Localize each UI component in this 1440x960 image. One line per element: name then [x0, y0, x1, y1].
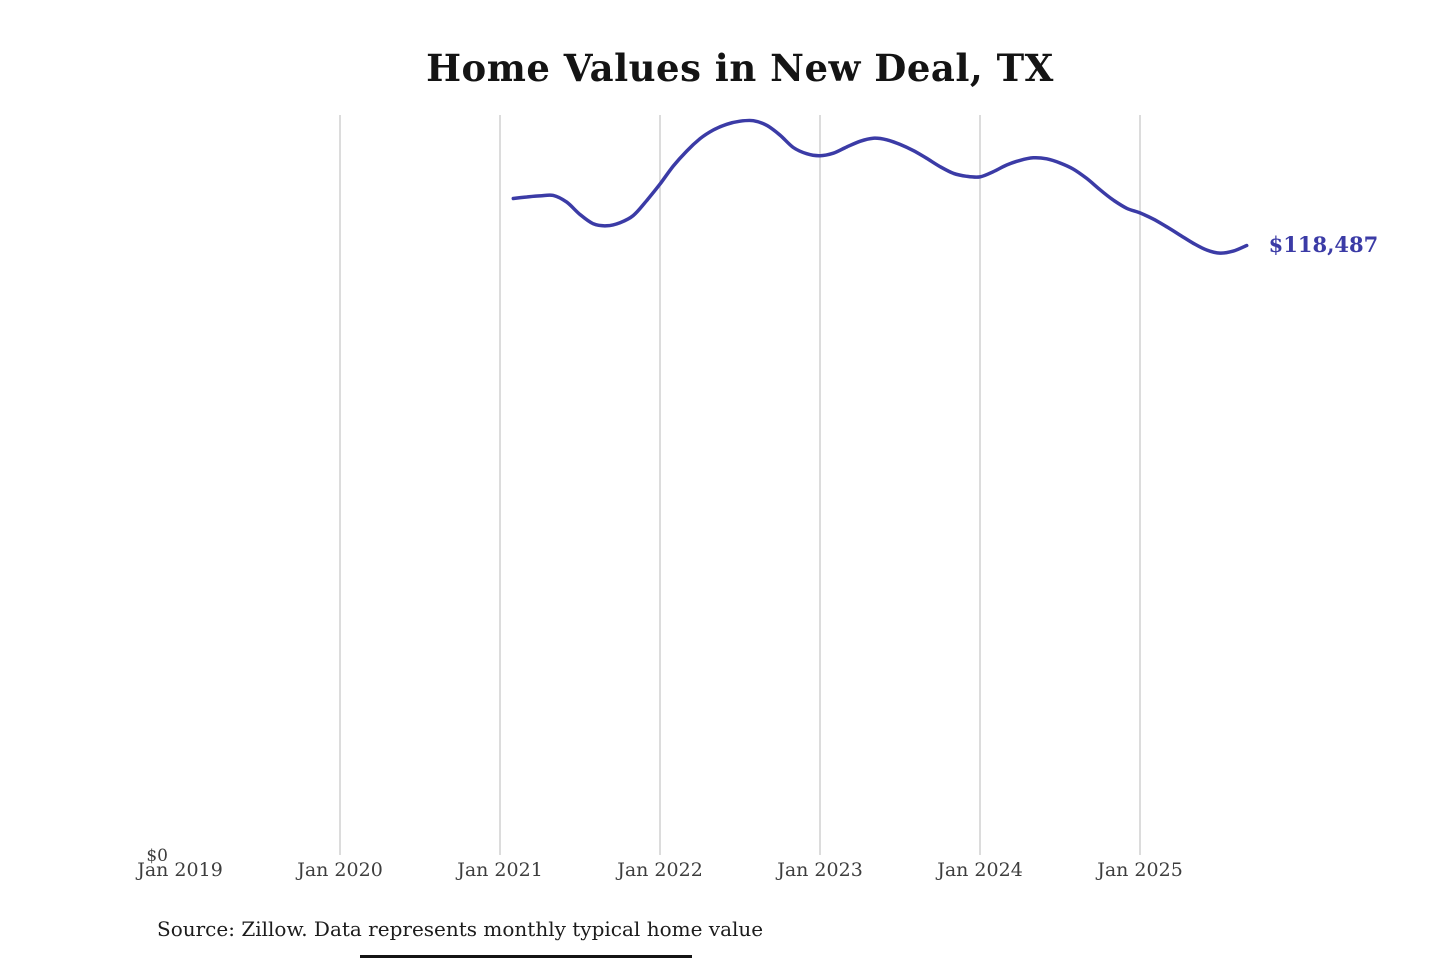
home-value-series-line	[511, 118, 1249, 255]
x-tick-label: Jan 2025	[1097, 859, 1183, 881]
x-tick-label: Jan 2024	[937, 859, 1023, 881]
x-tick-label: Jan 2020	[297, 859, 383, 881]
x-tick-label: Jan 2023	[777, 859, 863, 881]
x-tick-label: Jan 2022	[617, 859, 703, 881]
x-tick-label: Jan 2019	[137, 859, 223, 881]
last-value-label: $118,487	[1268, 232, 1379, 258]
chart-title: Home Values in New Deal, TX	[426, 46, 1054, 90]
bottom-rule	[360, 955, 692, 958]
y-axis-zero-label: $0	[146, 846, 168, 866]
source-note: Source: Zillow. Data represents monthly …	[157, 917, 764, 941]
x-tick-label: Jan 2021	[457, 859, 543, 881]
